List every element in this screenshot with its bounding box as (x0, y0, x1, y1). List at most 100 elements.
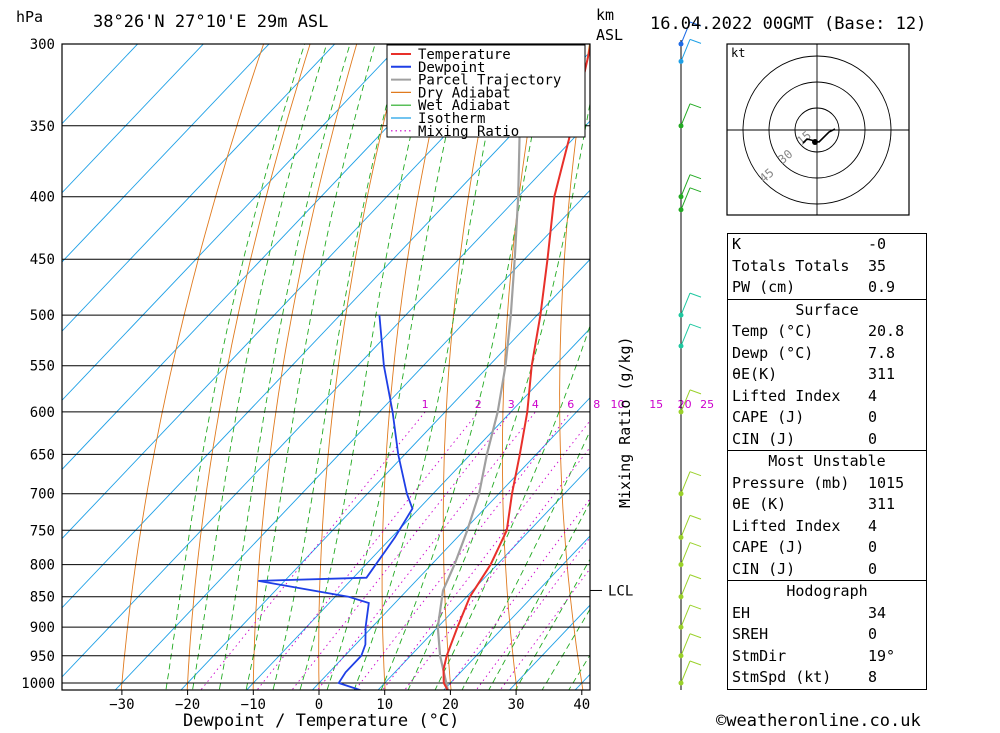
wet-adiabat-line (299, 44, 433, 690)
pressure-tick-label: 850 (30, 590, 55, 606)
totals-label: Totals Totals (732, 256, 850, 275)
wind-barb-flag (689, 38, 702, 44)
pressure-tick-label: 450 (30, 252, 55, 268)
temperature-tick-label: 30 (508, 697, 525, 713)
wind-barb (680, 604, 691, 628)
dry-adiabat-line (669, 7, 720, 709)
wet-adiabat-line (192, 44, 328, 690)
wet-adiabat-line (272, 44, 403, 690)
pressure-tick-label: 650 (30, 447, 55, 463)
storm-motion-marker (812, 139, 818, 145)
mu-theta-value: 311 (868, 495, 896, 513)
isotherm-line (246, 327, 590, 690)
wind-barb (680, 542, 691, 565)
isotherm-line (62, 44, 270, 263)
mixing-ratio-label: 15 (649, 398, 663, 411)
dry-adiabat-line (381, 44, 451, 690)
surface-cape-label: CAPE (J) (732, 408, 805, 426)
mu-li-value: 4 (868, 516, 878, 535)
pressure-tick-label: 750 (30, 523, 55, 539)
temperature-line (442, 44, 590, 690)
isotherm-line (443, 535, 590, 690)
mu-cin-value: 0 (868, 559, 878, 578)
pressure-tick-label: 600 (30, 405, 55, 421)
mu-cape-label: CAPE (J) (732, 538, 805, 556)
legend-label: Isotherm (418, 111, 485, 127)
wind-barb (680, 103, 691, 127)
surface-cin-value: 0 (868, 429, 878, 448)
wind-barb-flag (689, 542, 702, 548)
wind-barb (680, 574, 691, 597)
mixing-ratio-line (200, 411, 426, 690)
wet-adiabat-line (218, 44, 351, 690)
asl-label: ASL (596, 26, 623, 44)
pressure-tick-label: 350 (30, 119, 55, 135)
pressure-tick-label: 950 (30, 649, 55, 665)
parcel-trajectory-line (436, 61, 523, 690)
mu-pressure-value: 1015 (868, 473, 905, 492)
k-index-label: K (732, 235, 742, 253)
mixing-ratio-line (404, 446, 590, 690)
wind-barb (680, 187, 691, 210)
pressure-axis-labels: 300 350 400 450 500 550 600 650 700 750 800 850 900 9… (21, 37, 55, 692)
wet-adiabat-line (353, 44, 506, 690)
surface-li-label: Lifted Index (732, 386, 841, 405)
wind-barb-flag (689, 660, 702, 666)
temperature-tick-label: 10 (376, 697, 393, 713)
mixing-ratio-label: 10 (611, 398, 625, 411)
isobar-lines (62, 43, 590, 684)
wet-adiabat-line (245, 44, 376, 690)
wet-adiabat-line (461, 429, 590, 690)
dry-adiabat-line (318, 44, 404, 690)
wet-adiabat-line (380, 44, 550, 690)
mu-cape-value: 0 (868, 538, 878, 556)
eh-value: 34 (868, 603, 887, 622)
temperature-tick-label: −30 (109, 697, 134, 713)
lcl-label: LCL (608, 583, 633, 599)
pw-label: PW (cm) (732, 278, 796, 296)
background-lines (62, 7, 1000, 709)
wind-barb (680, 292, 691, 316)
surface-title: Surface (795, 300, 859, 319)
altitude-axis: LCL (590, 21, 702, 690)
wet-adiabat-line (165, 44, 306, 690)
profile-lines (258, 44, 590, 690)
totals-value: 35 (868, 256, 887, 275)
pw-value: 0.9 (868, 278, 896, 296)
hpa-unit-label: hPa (16, 8, 43, 26)
wind-barb (680, 389, 691, 413)
wind-barb-flag (689, 389, 702, 395)
wind-barb-flag (689, 633, 702, 639)
mixing-ratio-line (256, 411, 479, 690)
dry-adiabat-line (961, 7, 1000, 709)
wind-barb (680, 515, 691, 538)
wind-barb-flag (689, 292, 702, 298)
legend-label: Wet Adiabat (418, 98, 511, 114)
wind-barb-flag (689, 174, 702, 180)
legend-label: Temperature (418, 47, 511, 63)
mixing-ratio-label: 3 (508, 398, 515, 411)
dry-adiabat-line (252, 44, 358, 690)
surface-li-value: 4 (868, 386, 878, 405)
indices-panel: K -0 Totals Totals 35 PW (cm) 0.9 Surface T… (727, 233, 927, 690)
dry-adiabat-line (915, 7, 1000, 709)
x-axis-title: Dewpoint / Temperature (°C) (183, 711, 459, 731)
wind-barb (680, 660, 691, 684)
legend-label: Mixing Ratio (418, 124, 519, 140)
most-unstable-title: Most Unstable (768, 452, 886, 470)
surface-cin-label: CIN (J) (732, 429, 796, 448)
pressure-tick-label: 300 (30, 37, 55, 53)
isotherm-line (62, 44, 204, 194)
stmspd-label: StmSpd (kt) (732, 668, 832, 686)
wind-barb-flag (689, 514, 702, 520)
mixing-ratio-label: 6 (567, 398, 574, 411)
legend-label: Dewpoint (418, 60, 485, 76)
wind-barb-flag (689, 471, 702, 477)
pressure-tick-label: 900 (30, 620, 55, 636)
mixing-ratio-line (445, 498, 590, 690)
datetime-title: 16.04.2022 00GMT (Base: 12) (650, 14, 926, 34)
isotherm-line (62, 44, 139, 125)
wind-barb (680, 21, 691, 45)
surface-theta-label: θE(K) (732, 365, 778, 383)
